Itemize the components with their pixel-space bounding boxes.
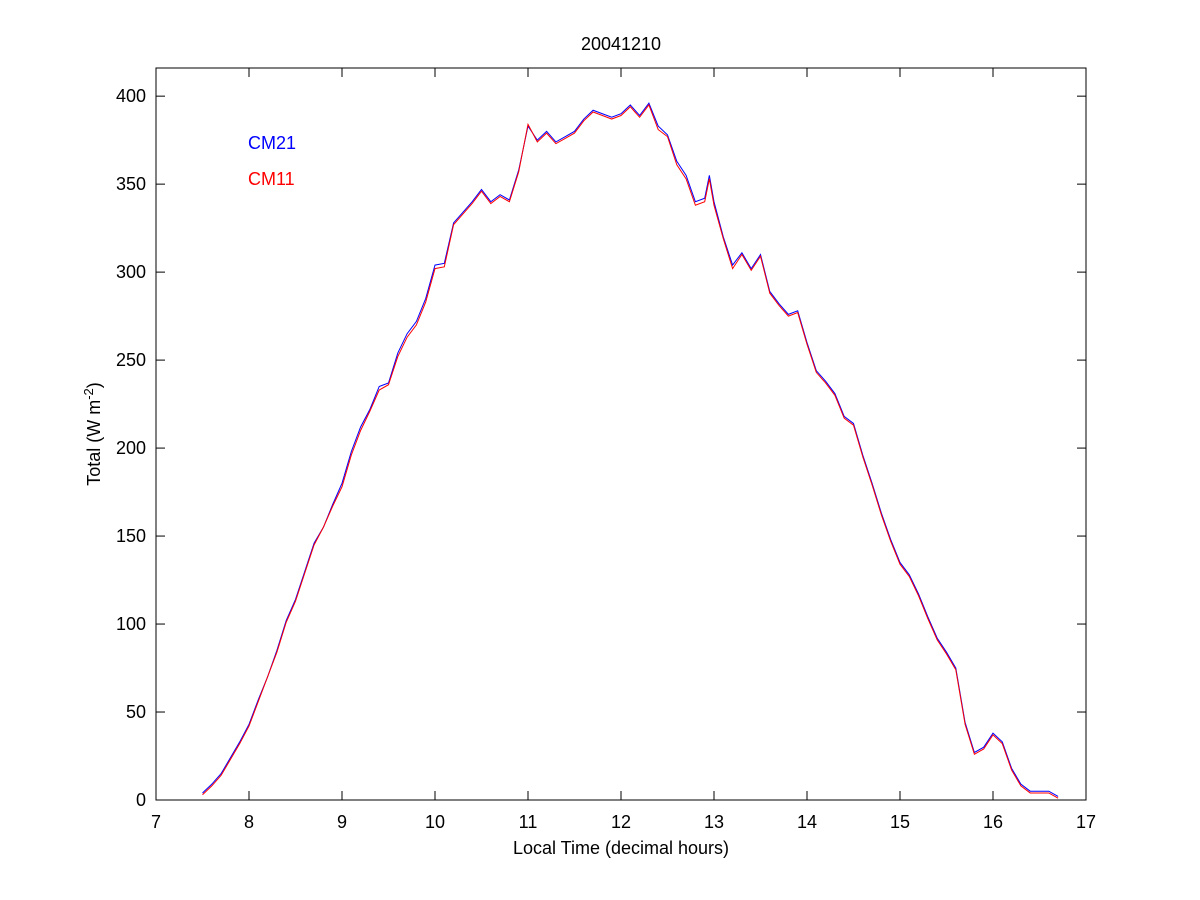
x-tick-label: 12 xyxy=(611,812,631,832)
y-tick-label: 150 xyxy=(116,526,146,546)
y-tick-label: 200 xyxy=(116,438,146,458)
y-label-suffix: ) xyxy=(84,382,104,388)
y-tick-label: 400 xyxy=(116,86,146,106)
x-tick-label: 13 xyxy=(704,812,724,832)
legend-entry: CM11 xyxy=(248,169,295,189)
x-tick-label: 17 xyxy=(1076,812,1096,832)
y-axis-label: Total (W m-2) xyxy=(81,382,104,486)
y-tick-label: 0 xyxy=(136,790,146,810)
y-label-sup: -2 xyxy=(81,388,96,400)
chart-title: 20041210 xyxy=(581,34,661,54)
x-tick-label: 11 xyxy=(519,812,538,832)
x-tick-label: 10 xyxy=(425,812,445,832)
y-tick-label: 300 xyxy=(116,262,146,282)
series-line xyxy=(202,103,1059,799)
x-tick-label: 7 xyxy=(151,812,161,832)
legend-entry: CM21 xyxy=(248,133,296,153)
y-tick-label: 100 xyxy=(116,614,146,634)
x-tick-label: 15 xyxy=(890,812,910,832)
x-tick-label: 14 xyxy=(797,812,817,832)
y-tick-label: 350 xyxy=(116,174,146,194)
y-tick-label: 250 xyxy=(116,350,146,370)
y-label-text: Total (W m xyxy=(84,400,104,486)
x-tick-label: 16 xyxy=(983,812,1003,832)
y-tick-label: 50 xyxy=(126,702,146,722)
x-tick-label: 9 xyxy=(337,812,347,832)
series-line xyxy=(202,102,1059,797)
x-tick-label: 8 xyxy=(244,812,254,832)
x-axis-label: Local Time (decimal hours) xyxy=(513,838,729,858)
